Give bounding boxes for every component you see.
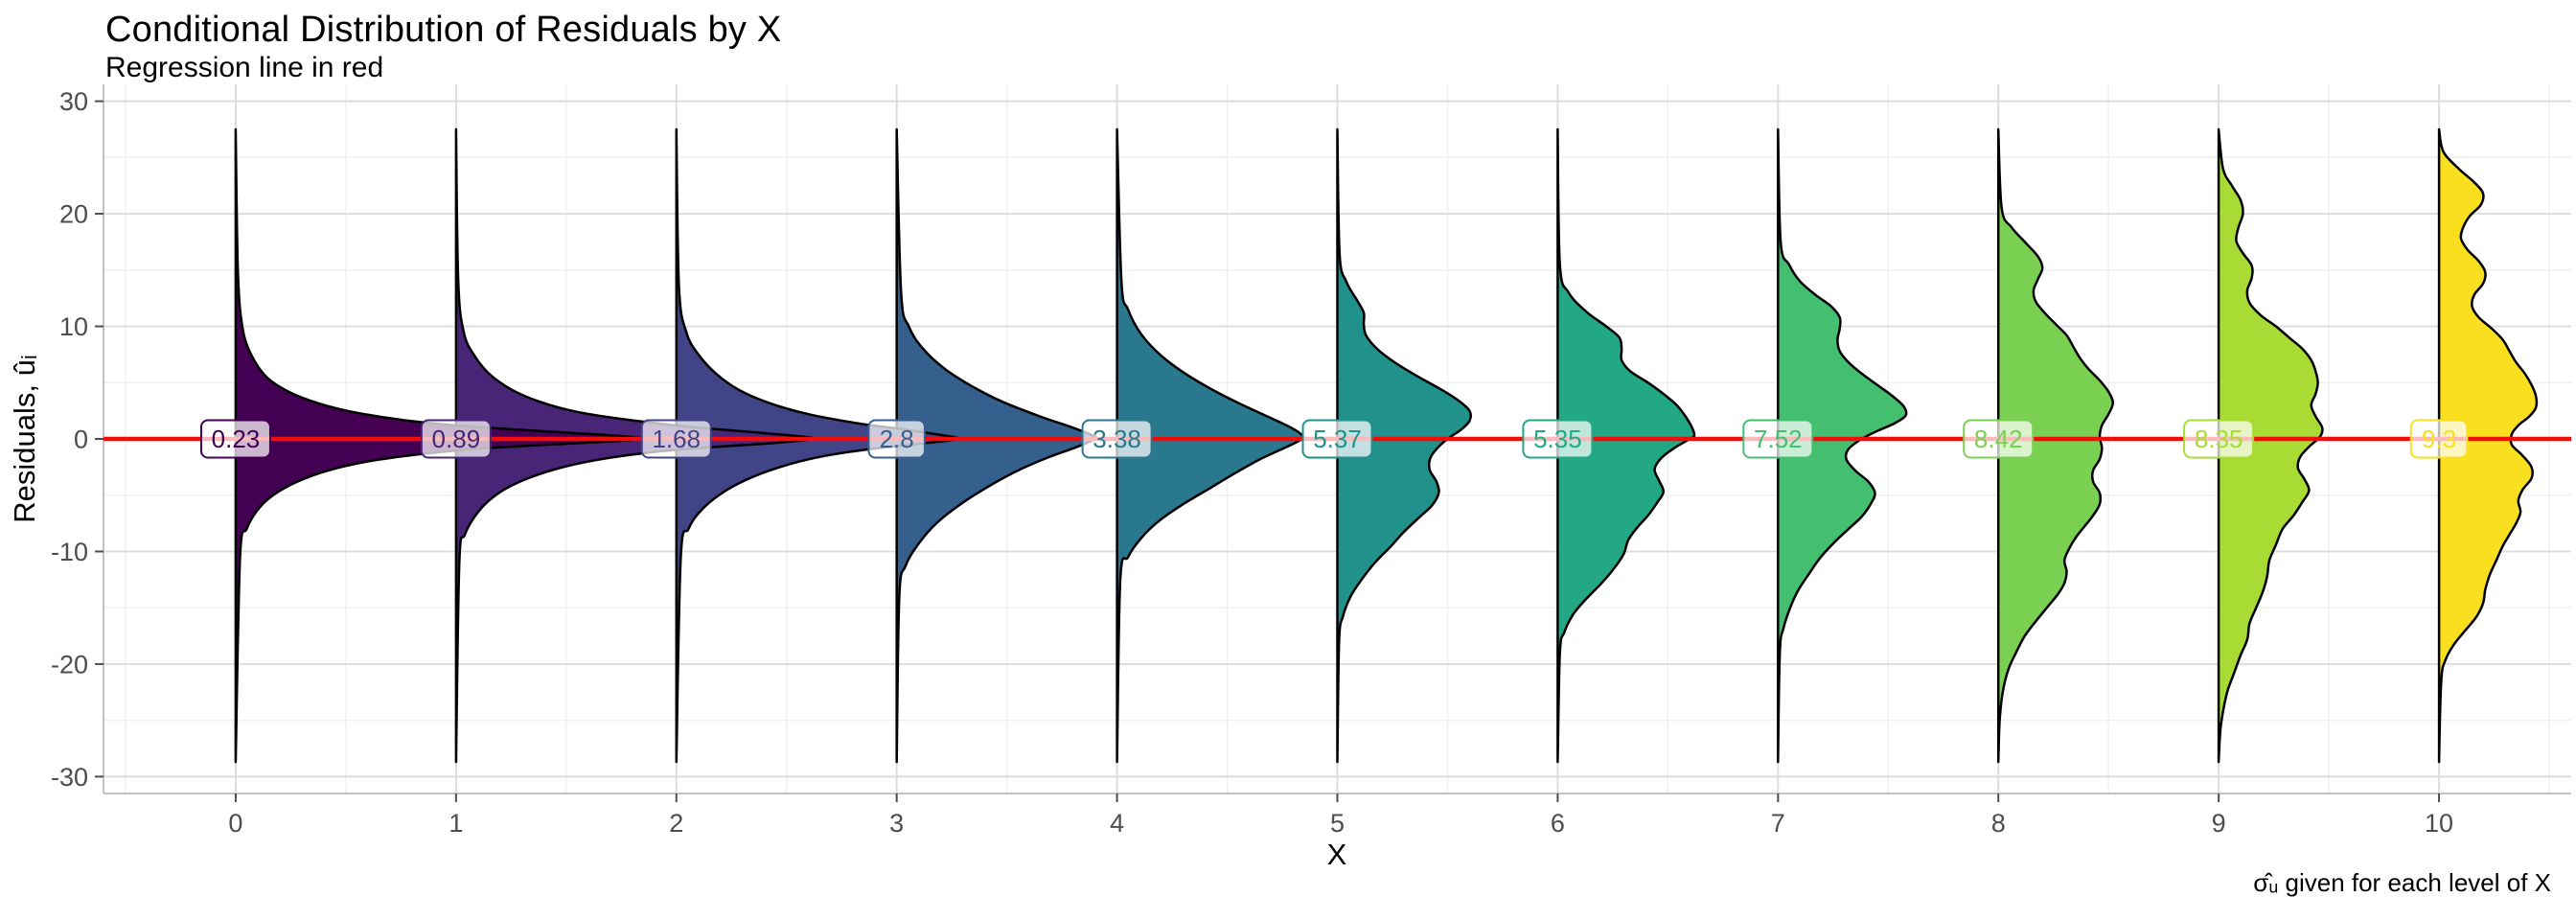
y-tick-label: 0: [74, 425, 88, 453]
y-tick-label: 30: [59, 87, 88, 116]
sigma-label-text-x6: 5.35: [1533, 425, 1582, 453]
sigma-label-box-x0: [199, 419, 271, 459]
sigma-label-text-x3: 2.8: [880, 425, 914, 453]
sigma-label-text-x9: 8.35: [2195, 425, 2243, 453]
sigma-label-text-x10: 9.3: [2422, 425, 2456, 453]
plot-title: Conditional Distribution of Residuals by…: [105, 10, 782, 50]
sigma-label-box-x3: [867, 419, 926, 459]
x-tick-label: 7: [1771, 809, 1785, 838]
sigma-label-text-x0: 0.23: [212, 425, 261, 453]
x-tick-label: 5: [1330, 809, 1345, 838]
x-tick-label: 6: [1551, 809, 1565, 838]
y-tick-label: 20: [59, 200, 88, 229]
sigma-label-box-x7: [1742, 419, 1814, 459]
x-tick-label: 10: [2425, 809, 2453, 838]
x-tick-label: 4: [1110, 809, 1124, 838]
violin-x8: [1996, 127, 2115, 764]
x-tick-label: 1: [448, 809, 463, 838]
sigma-label-text-x8: 8.42: [1974, 425, 2023, 453]
violin-x3: [895, 127, 1098, 764]
sigma-label-text-x2: 1.68: [652, 425, 701, 453]
x-tick-label: 8: [1991, 809, 2006, 838]
sigma-label-box-x8: [1963, 419, 2035, 459]
y-tick-label: -10: [51, 538, 88, 566]
y-tick-label: -20: [51, 650, 88, 678]
x-axis-title: X: [1327, 838, 1347, 871]
plot-subtitle: Regression line in red: [105, 52, 384, 83]
sigma-label-box-x2: [640, 419, 712, 459]
sigma-label-text-x7: 7.52: [1754, 425, 1803, 453]
violin-x9: [2217, 127, 2324, 764]
violin-x10: [2437, 127, 2539, 764]
sigma-label-box-x4: [1081, 419, 1153, 459]
plot-caption: σ̂ᵤ given for each level of X: [2253, 868, 2551, 897]
x-tick-label: 0: [228, 809, 242, 838]
violin-x6: [1556, 127, 1696, 764]
sigma-label-box-x6: [1522, 419, 1594, 459]
x-tick-label: 9: [2212, 809, 2226, 838]
x-tick-label: 2: [669, 809, 683, 838]
x-tick-label: 3: [889, 809, 904, 838]
sigma-label-box-x5: [1301, 419, 1373, 459]
violin-x7: [1777, 127, 1908, 764]
sigma-label-text-x4: 3.38: [1092, 425, 1141, 453]
sigma-label-box-x10: [2409, 419, 2469, 459]
sigma-label-text-x5: 5.37: [1313, 425, 1362, 453]
tick-layer: -30 -20 -10 0 10 20 30 0 1 2 3 4 5 6 7 8 9 10: [51, 87, 2453, 838]
sigma-label-layer: 0.23 0.89 1.68 2.8 3.38 5.37 5.35 7.52 8.42 8.35 9…: [199, 419, 2469, 459]
y-tick-label: 10: [59, 312, 88, 341]
y-axis-title: Residuals, ûᵢ: [8, 355, 41, 522]
sigma-label-box-x9: [2183, 419, 2255, 459]
sigma-label-box-x1: [420, 419, 492, 459]
y-tick-label: -30: [51, 763, 88, 792]
sigma-label-text-x1: 0.89: [432, 425, 481, 453]
